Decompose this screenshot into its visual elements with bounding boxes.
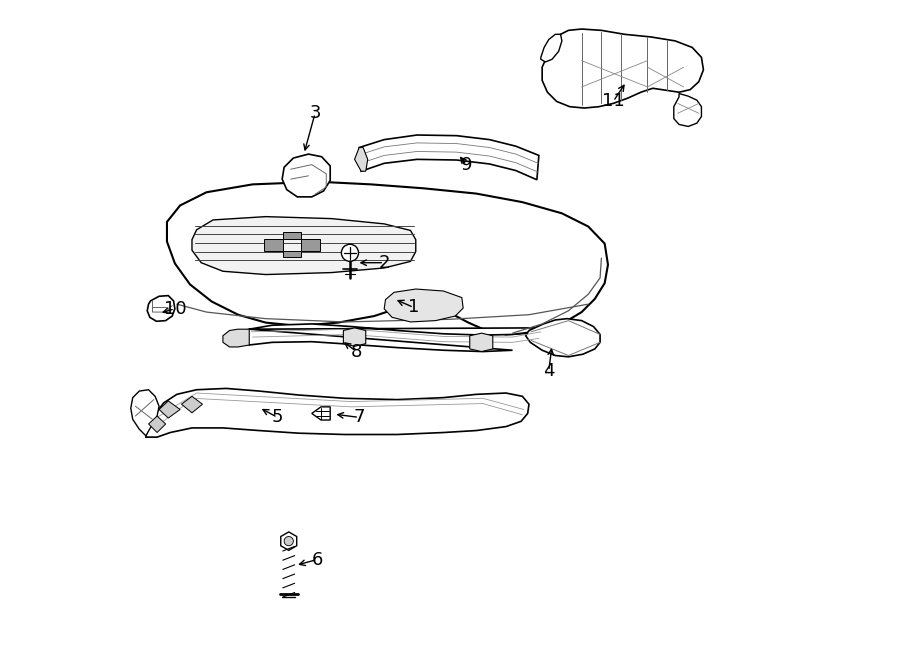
Polygon shape (238, 324, 542, 352)
Circle shape (284, 537, 293, 546)
Text: 3: 3 (310, 104, 320, 122)
Polygon shape (355, 147, 368, 171)
Polygon shape (148, 295, 175, 321)
Text: 2: 2 (378, 254, 390, 272)
Polygon shape (359, 135, 539, 180)
Polygon shape (541, 34, 562, 62)
Polygon shape (674, 94, 701, 126)
Polygon shape (281, 532, 297, 551)
Polygon shape (265, 239, 283, 251)
Polygon shape (470, 333, 493, 352)
Polygon shape (159, 401, 180, 418)
Text: 1: 1 (408, 299, 419, 317)
Polygon shape (283, 154, 330, 197)
Text: 5: 5 (272, 408, 284, 426)
Text: 4: 4 (543, 362, 554, 380)
Circle shape (341, 245, 358, 261)
Text: 10: 10 (164, 300, 186, 318)
Text: 7: 7 (354, 408, 364, 426)
Text: 6: 6 (311, 551, 323, 568)
Polygon shape (167, 182, 608, 334)
Polygon shape (223, 329, 249, 347)
Polygon shape (384, 289, 464, 322)
Polygon shape (526, 319, 600, 357)
Text: 9: 9 (461, 155, 472, 174)
Polygon shape (283, 251, 302, 257)
Text: 8: 8 (351, 342, 362, 360)
Polygon shape (344, 328, 365, 346)
Polygon shape (542, 29, 704, 108)
Polygon shape (283, 233, 302, 239)
Polygon shape (302, 239, 319, 251)
Polygon shape (148, 416, 166, 432)
Polygon shape (130, 390, 159, 436)
Text: 11: 11 (602, 93, 625, 110)
Polygon shape (192, 217, 416, 274)
Polygon shape (146, 389, 529, 437)
Polygon shape (182, 397, 202, 412)
Polygon shape (311, 407, 330, 420)
